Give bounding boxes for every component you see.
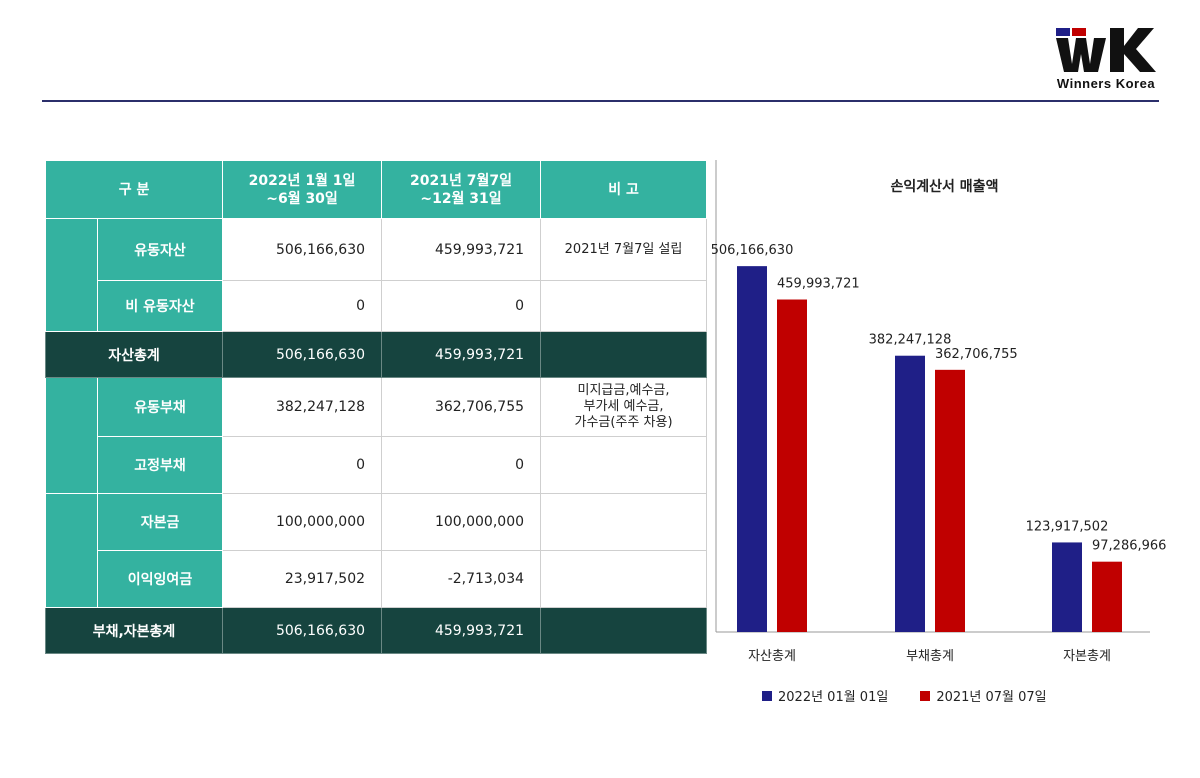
cell-value: 506,166,630 [222, 607, 383, 654]
data-label: 506,166,630 [712, 243, 793, 258]
table-row: 이익잉여금 23,917,502 -2,713,034 [46, 550, 708, 608]
cell-value: 0 [381, 280, 542, 332]
cell-value: 459,993,721 [381, 607, 542, 654]
legend-item-series1: 2022년 01월 01일 [762, 686, 888, 705]
row-label: 자본금 [96, 493, 224, 551]
data-label: 123,917,502 [1026, 519, 1109, 534]
row-label: 비 유동자산 [96, 280, 224, 332]
cell-value: 459,993,721 [381, 218, 542, 281]
bar-1 [1052, 542, 1082, 632]
logo-mark-icon [1056, 28, 1156, 72]
group-liabilities [45, 377, 98, 494]
chart-title: 손익계산서 매출액 [890, 179, 999, 195]
table-row: 유동부채 382,247,128 362,706,755 미지급금,예수금, 부… [45, 377, 708, 494]
cell-note [540, 280, 708, 332]
table-header-row: 구 분 2022년 1월 1일 ~6월 30일 2021년 7월7일 ~12월 … [44, 160, 708, 219]
table-row: 비 유동자산 0 0 [46, 280, 708, 332]
header-note: 비 고 [540, 160, 708, 219]
bar-1 [737, 266, 767, 632]
cell-value: 506,166,630 [222, 331, 383, 378]
cell-note: 미지급금,예수금, 부가세 예수금, 가수금(주주 차용) [540, 377, 708, 437]
legend-label: 2022년 01월 01일 [778, 690, 889, 705]
bar-2 [935, 369, 965, 632]
x-tick-label: 자산총계 [748, 649, 796, 664]
legend-item-series2: 2021년 07월 07일 [920, 686, 1047, 705]
cell-value: 382,247,128 [222, 377, 383, 437]
bar-2 [1092, 561, 1122, 632]
cell-value: 0 [381, 436, 542, 494]
cell-value: 362,706,755 [381, 377, 542, 437]
legend-label: 2021년 07월 07일 [936, 690, 1047, 705]
cell-note [540, 550, 708, 608]
table-row: 유동자산 506,166,630 459,993,721 2021년 7월7일 … [45, 218, 708, 332]
brand-logo: Winners Korea [1050, 24, 1162, 94]
chart-canvas: 506,166,630 459,993,721 자산총계 382,247,128362… [712, 160, 1166, 664]
row-label: 이익잉여금 [96, 550, 224, 608]
row-label: 유동부채 [96, 377, 224, 437]
cell-value: -2,713,034 [381, 550, 542, 608]
table-row-total: 자산총계 506,166,630 459,993,721 [44, 331, 708, 378]
header-period-2022: 2022년 1월 1일 ~6월 30일 [222, 160, 383, 219]
bar-chart: 손익계산서 매출액 506,166,630 459,993,721 자산총계 382,… [712, 160, 1200, 720]
legend-swatch [762, 690, 772, 701]
cell-note: 2021년 7월7일 설립 [540, 218, 708, 281]
cell-note [540, 436, 708, 494]
cell-note [540, 331, 708, 378]
cell-value: 506,166,630 [222, 218, 383, 281]
data-label: 362,706,755 [935, 347, 1018, 362]
row-label: 자산총계 [44, 331, 224, 378]
table-row: 고정부채 0 0 [46, 436, 708, 494]
cell-note [540, 493, 708, 551]
cell-note [540, 607, 708, 654]
table-row-total: 부채,자본총계 506,166,630 459,993,721 [44, 607, 708, 654]
cell-value: 100,000,000 [222, 493, 383, 551]
logo-text: Winners Korea [1056, 76, 1156, 91]
legend-swatch [920, 690, 931, 701]
group-equity [45, 493, 98, 608]
cell-value: 0 [222, 436, 383, 494]
row-label: 유동자산 [96, 218, 224, 281]
cell-value: 0 [222, 280, 383, 332]
chart-legend: 2022년 01월 01일 2021년 07월 07일 [762, 686, 1047, 705]
financial-table: 구 분 2022년 1월 1일 ~6월 30일 2021년 7월7일 ~12월 … [44, 160, 708, 654]
header-rule [42, 100, 1159, 102]
row-label: 부채,자본총계 [44, 607, 224, 654]
data-label: 459,993,721 [777, 277, 860, 292]
x-tick-label: 자본총계 [1063, 649, 1111, 664]
row-label: 고정부채 [96, 436, 224, 494]
cell-value: 100,000,000 [381, 493, 542, 551]
data-label: 382,247,128 [869, 333, 952, 348]
table-row: 자본금 100,000,000 100,000,000 [45, 493, 708, 608]
cell-value: 459,993,721 [381, 331, 542, 378]
bar-1 [895, 355, 925, 632]
cell-value: 23,917,502 [222, 550, 383, 608]
group-assets [45, 218, 98, 332]
header-category: 구 분 [44, 160, 224, 219]
header-period-2021: 2021년 7월7일 ~12월 31일 [381, 160, 542, 219]
data-label: 97,286,966 [1092, 539, 1166, 554]
bar-2 [777, 299, 807, 632]
x-tick-label: 부채총계 [906, 649, 954, 664]
